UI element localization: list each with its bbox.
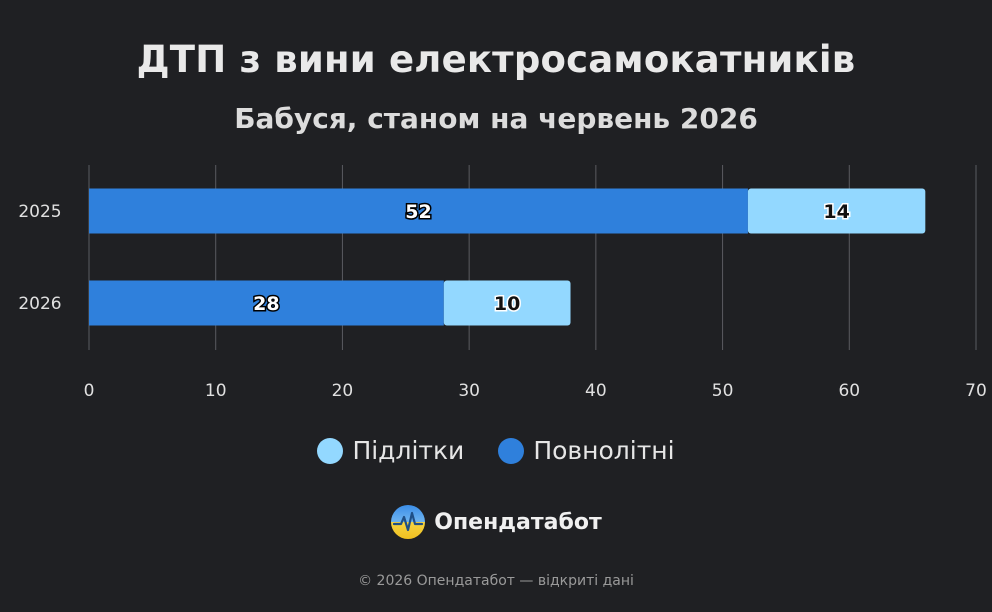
bar-2026-teens — [443, 280, 571, 326]
x-tick-label-50: 50 — [712, 381, 734, 401]
x-tick-label-40: 40 — [585, 381, 607, 401]
chart-legend: Підлітки Повнолітні — [0, 436, 992, 465]
legend-swatch-adults — [498, 437, 525, 464]
data-label-2026-teens: 10 — [494, 293, 520, 315]
legend-label-teens: Підлітки — [352, 436, 465, 465]
brand-name: Опендатабот — [434, 509, 602, 535]
y-category-label-2025: 2025 — [18, 202, 61, 222]
legend-item-teens[interactable]: Підлітки — [317, 436, 464, 465]
bar-2025-teens — [747, 188, 926, 234]
pulse-logo-icon — [391, 505, 426, 539]
bar-chart: 0 10 20 30 40 50 60 70 2025 2026 52 14 28 10 — [18, 165, 987, 401]
data-label-2025-teens: 14 — [823, 201, 849, 223]
data-label-2025-adults: 52 — [405, 201, 431, 223]
bar-2026-adults — [89, 280, 444, 326]
data-label-2026-adults: 28 — [253, 293, 279, 315]
bar-2025-adults — [89, 188, 748, 234]
x-tick-label-60: 60 — [838, 381, 860, 401]
legend-swatch-teens — [317, 437, 344, 464]
x-tick-label-30: 30 — [458, 381, 480, 401]
legend-label-adults: Повнолітні — [533, 436, 675, 465]
x-tick-label-20: 20 — [332, 381, 354, 401]
chart-subtitle: Бабуся, станом на червень 2026 — [234, 102, 758, 135]
x-tick-label-0: 0 — [84, 381, 95, 401]
legend-item-adults[interactable]: Повнолітні — [498, 436, 675, 465]
x-tick-label-70: 70 — [965, 381, 987, 401]
brand[interactable]: Опендатабот — [0, 504, 992, 540]
copyright-text: © 2026 Опендатабот — відкриті дані — [358, 573, 634, 589]
y-category-label-2026: 2026 — [18, 294, 61, 314]
chart-title: ДТП з вини електросамокатників — [136, 38, 856, 81]
x-tick-label-10: 10 — [205, 381, 227, 401]
